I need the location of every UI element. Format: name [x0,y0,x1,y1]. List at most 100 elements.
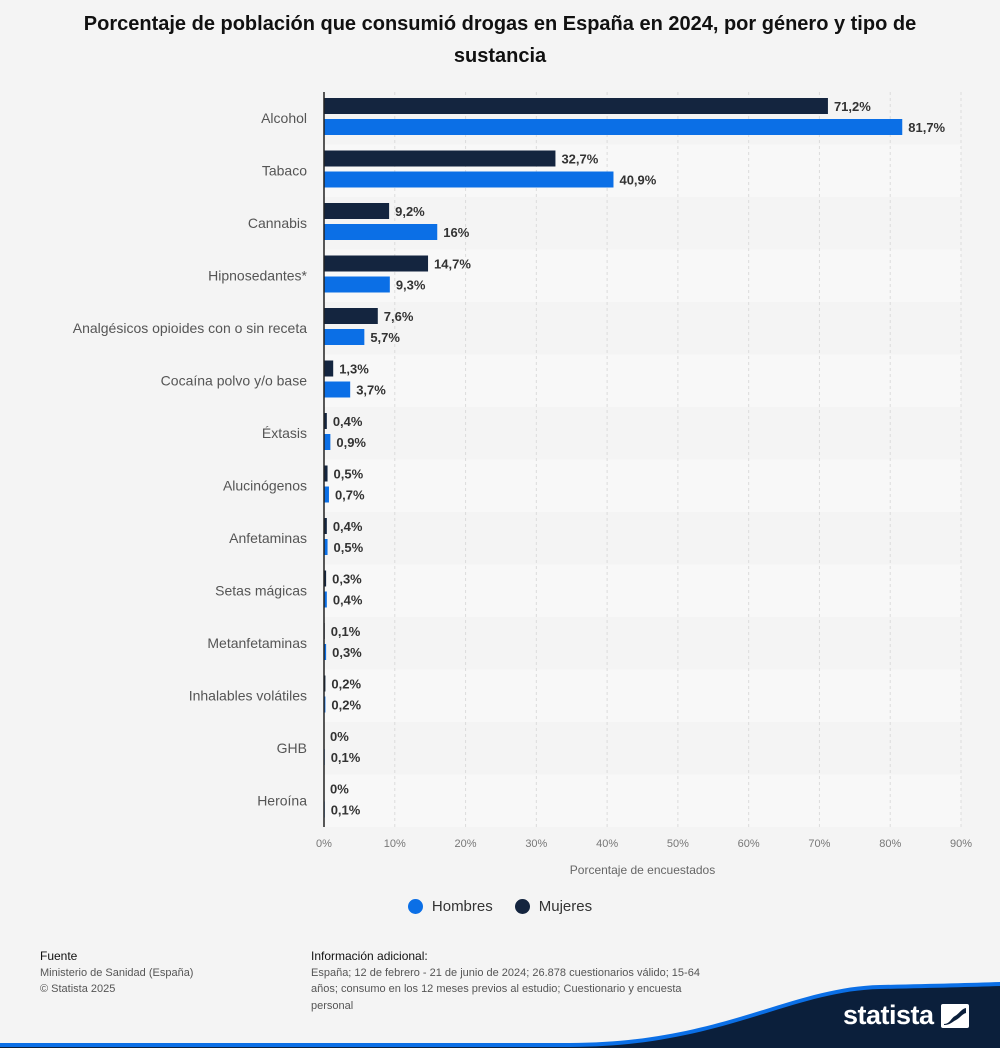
data-label: 71,2% [834,99,871,114]
category-label: Analgésicos opioides con o sin receta [73,320,307,336]
data-label: 0,1% [331,803,361,818]
data-label: 16% [443,225,469,240]
data-label: 0,5% [334,540,364,555]
bar-hombres [324,591,327,608]
data-label: 0,5% [334,467,364,482]
category-label: Cannabis [248,215,307,231]
data-label: 32,7% [561,152,598,167]
category-label: Setas mágicas [215,583,307,599]
legend-swatch-hombres [407,899,423,914]
row-band [324,354,961,407]
data-label: 3,7% [356,383,386,398]
data-label: 9,3% [396,278,426,293]
row-band [324,459,961,512]
bar-mujeres [324,203,390,219]
bar-mujeres [324,465,328,482]
source-heading: Fuente [40,949,78,963]
data-label: 9,2% [395,204,425,219]
chart-title: Porcentaje de población que consumió dro… [83,13,917,67]
legend-item-mujeres[interactable]: Mujeres [514,898,593,915]
data-label: 0,1% [331,624,361,639]
bar-mujeres [324,518,327,534]
data-label: 5,7% [370,330,400,345]
footer-info: Información adicional: España; 12 de feb… [311,948,721,1014]
info-heading: Información adicional: [311,949,428,963]
data-label: 0,4% [333,414,363,429]
row-band [324,617,961,670]
statista-logo[interactable]: statista [843,1000,969,1031]
x-tick-label: 60% [738,838,760,850]
bar-chart: 0% 10% 20% 30% 40% 50% 60% 70% 80% 90% Porcentaje … [73,92,972,877]
row-band [324,774,961,827]
bar-hombres [324,329,365,345]
category-label: GHB [277,740,307,756]
legend-swatch-mujeres [514,899,530,914]
bar-hombres [324,539,328,555]
x-tick-label: 70% [808,838,830,850]
data-label: 0,4% [333,519,363,534]
bar-hombres [324,119,903,135]
data-label: 1,3% [339,362,369,377]
row-band [324,564,961,617]
bar-mujeres [324,308,378,324]
bar-mujeres [324,255,429,272]
data-label: 0% [330,782,349,797]
bar-mujeres [324,98,828,114]
x-tick-label: 30% [525,838,547,850]
x-axis-title: Porcentaje de encuestados [570,863,715,877]
bar-hombres [324,224,438,240]
data-label: 0,1% [331,750,361,765]
data-label: 0,2% [331,698,361,713]
row-band [324,302,961,355]
x-tick-label: 20% [455,838,477,850]
data-label: 14,7% [434,257,471,272]
legend-item-hombres[interactable]: Hombres [407,898,493,915]
data-label: 0,3% [332,645,362,660]
row-band [324,512,961,565]
footer-source: Fuente Ministerio de Sanidad (España) © … [40,948,280,998]
row-band [324,407,961,460]
legend-label-mujeres: Mujeres [538,898,593,915]
category-label: Inhalables volátiles [189,688,307,704]
source-line[interactable]: Ministerio de Sanidad (España) [40,966,194,979]
data-label: 40,9% [619,173,656,188]
data-label: 0,9% [336,435,366,450]
data-label: 81,7% [908,120,945,135]
bar-hombres [324,276,390,293]
bar-hombres [324,434,331,450]
category-label: Heroína [257,793,307,809]
row-band [324,669,961,722]
category-label: Alcohol [261,110,307,126]
bar-mujeres [324,360,334,377]
brand-name: statista [843,1000,934,1030]
row-band [324,249,961,302]
data-label: 0% [330,729,349,744]
copyright-line: © Statista 2025 [40,983,116,995]
data-label: 0,3% [332,572,362,587]
data-label: 0,4% [333,593,363,608]
x-tick-label: 0% [316,838,332,850]
x-tick-label: 50% [667,838,689,850]
x-tick-label: 80% [879,838,901,850]
bar-hombres [324,381,351,398]
info-text: España; 12 de febrero - 21 de junio de 2… [311,966,700,1012]
bar-mujeres [324,150,556,167]
x-tick-label: 10% [384,838,406,850]
category-label: Cocaína polvo y/o base [161,373,308,389]
x-tick-label: 90% [950,838,972,850]
category-label: Hipnosedantes* [208,268,307,284]
bar-hombres [324,644,327,660]
legend-label-hombres: Hombres [431,898,493,915]
row-band [324,197,961,250]
bar-hombres [324,486,329,503]
bar-hombres [324,171,614,188]
data-label: 7,6% [384,309,414,324]
data-label: 0,2% [331,677,361,692]
category-label: Anfetaminas [229,530,307,546]
bar-mujeres [324,413,327,429]
x-tick-label: 40% [596,838,618,850]
data-label: 0,7% [335,488,365,503]
statista-logo-icon [940,1003,969,1028]
category-label: Éxtasis [262,425,307,441]
